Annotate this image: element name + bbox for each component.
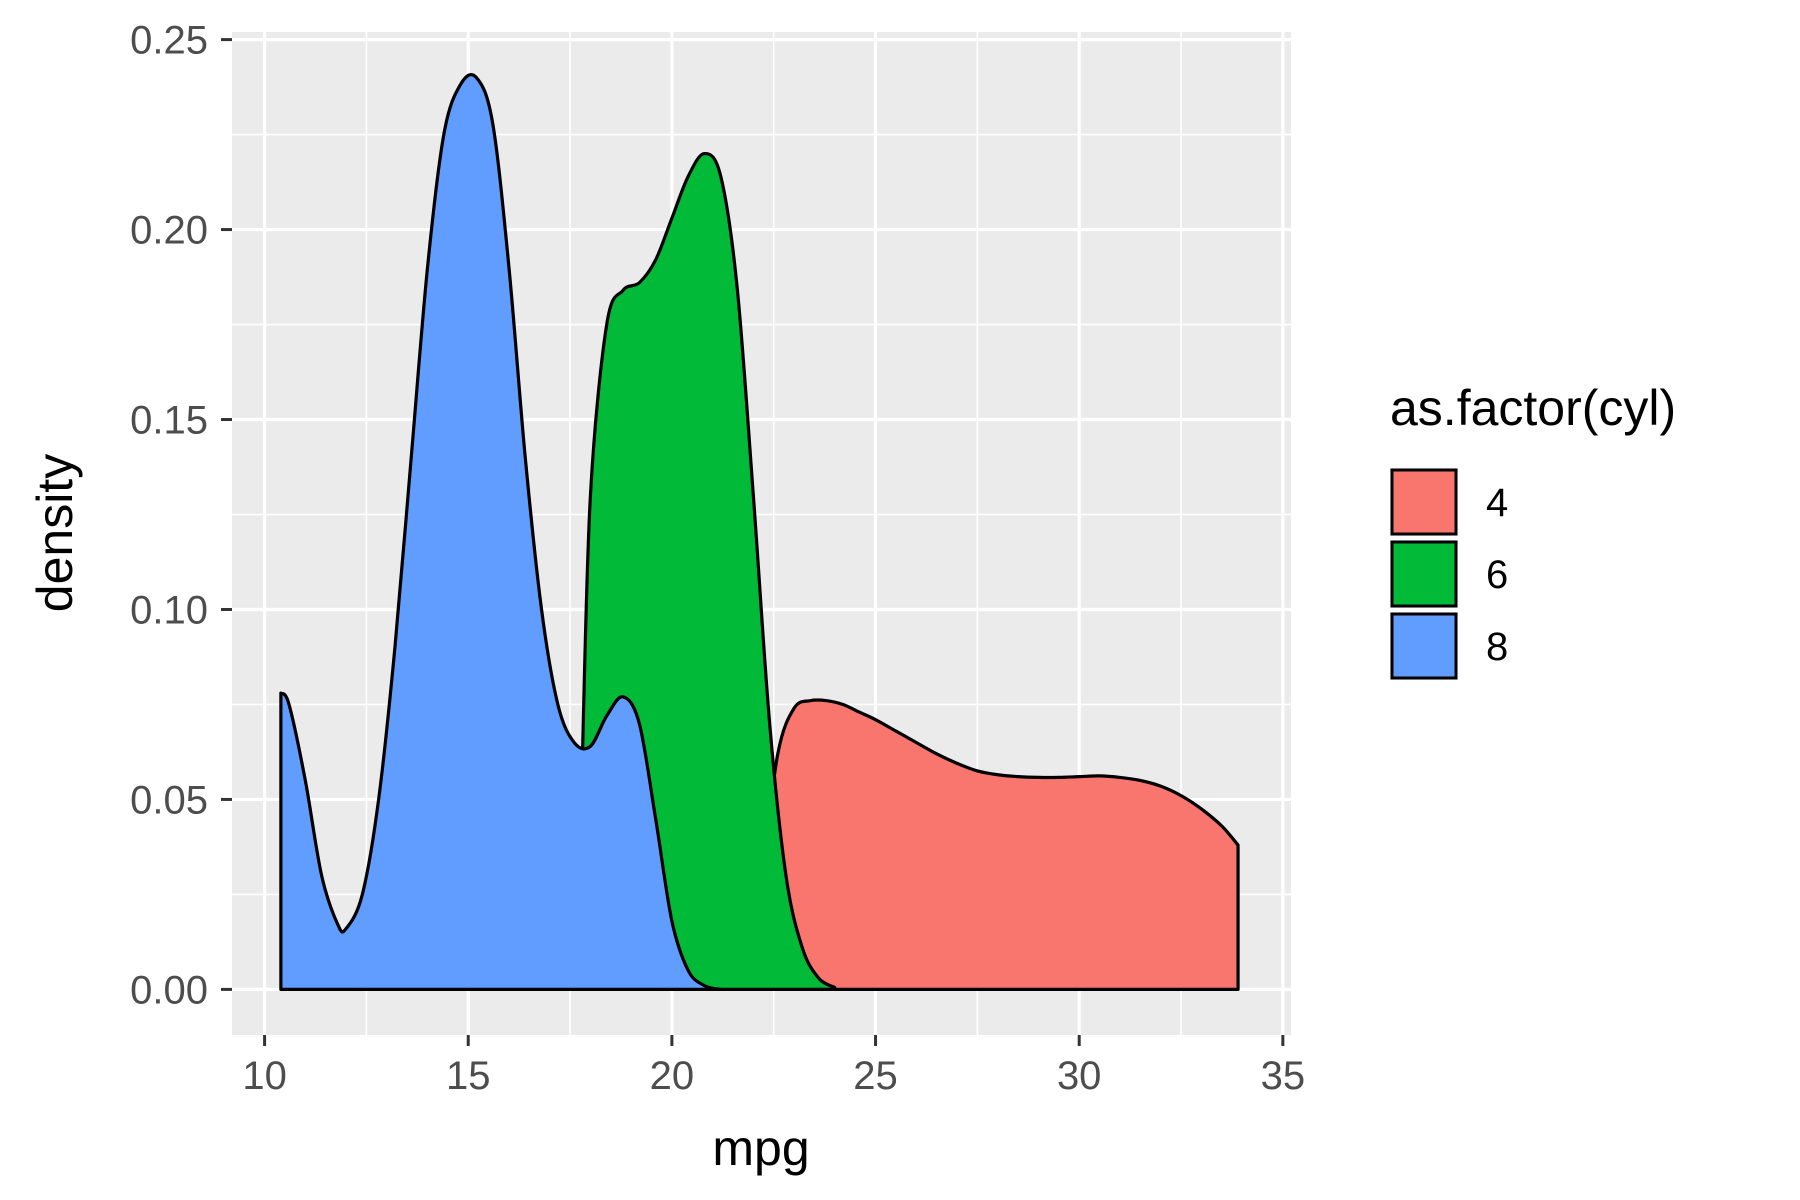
y-axis: 0.00 0.05 0.10 0.15 0.20 0.25 (130, 19, 232, 1012)
x-tick-label: 30 (1057, 1054, 1102, 1098)
legend-swatch-6 (1390, 540, 1458, 608)
y-tick-label: 0.25 (130, 19, 208, 63)
x-tick-label: 20 (650, 1054, 695, 1098)
legend-label-8: 8 (1486, 625, 1508, 669)
legend-swatch-4 (1390, 468, 1458, 536)
legend-label-4: 4 (1486, 481, 1508, 525)
density-area-cyl-8 (280, 74, 721, 990)
x-tick-label: 15 (446, 1054, 491, 1098)
density-outline-cyl-4 (727, 698, 1240, 992)
legend: as.factor(cyl) 4 6 8 (1390, 380, 1676, 680)
density-outline-cyl-6 (580, 151, 837, 992)
x-tick-label: 25 (853, 1054, 898, 1098)
density-outline-cyl-8 (279, 73, 723, 992)
x-tick-label: 10 (242, 1054, 287, 1098)
legend-title: as.factor(cyl) (1390, 380, 1676, 436)
density-area-cyl-4 (728, 699, 1239, 990)
x-tick-label: 35 (1261, 1054, 1306, 1098)
y-axis-title: density (27, 454, 83, 612)
legend-swatch-8 (1390, 612, 1458, 680)
x-axis-title: mpg (712, 1120, 809, 1176)
y-tick-label: 0.15 (130, 399, 208, 443)
series-layer (279, 73, 1240, 992)
y-tick-label: 0.20 (130, 209, 208, 253)
y-tick-label: 0.00 (130, 968, 208, 1012)
y-tick-label: 0.05 (130, 778, 208, 822)
x-axis: 10 15 20 25 30 35 (242, 1035, 1305, 1098)
y-tick-label: 0.10 (130, 588, 208, 632)
legend-label-6: 6 (1486, 553, 1508, 597)
